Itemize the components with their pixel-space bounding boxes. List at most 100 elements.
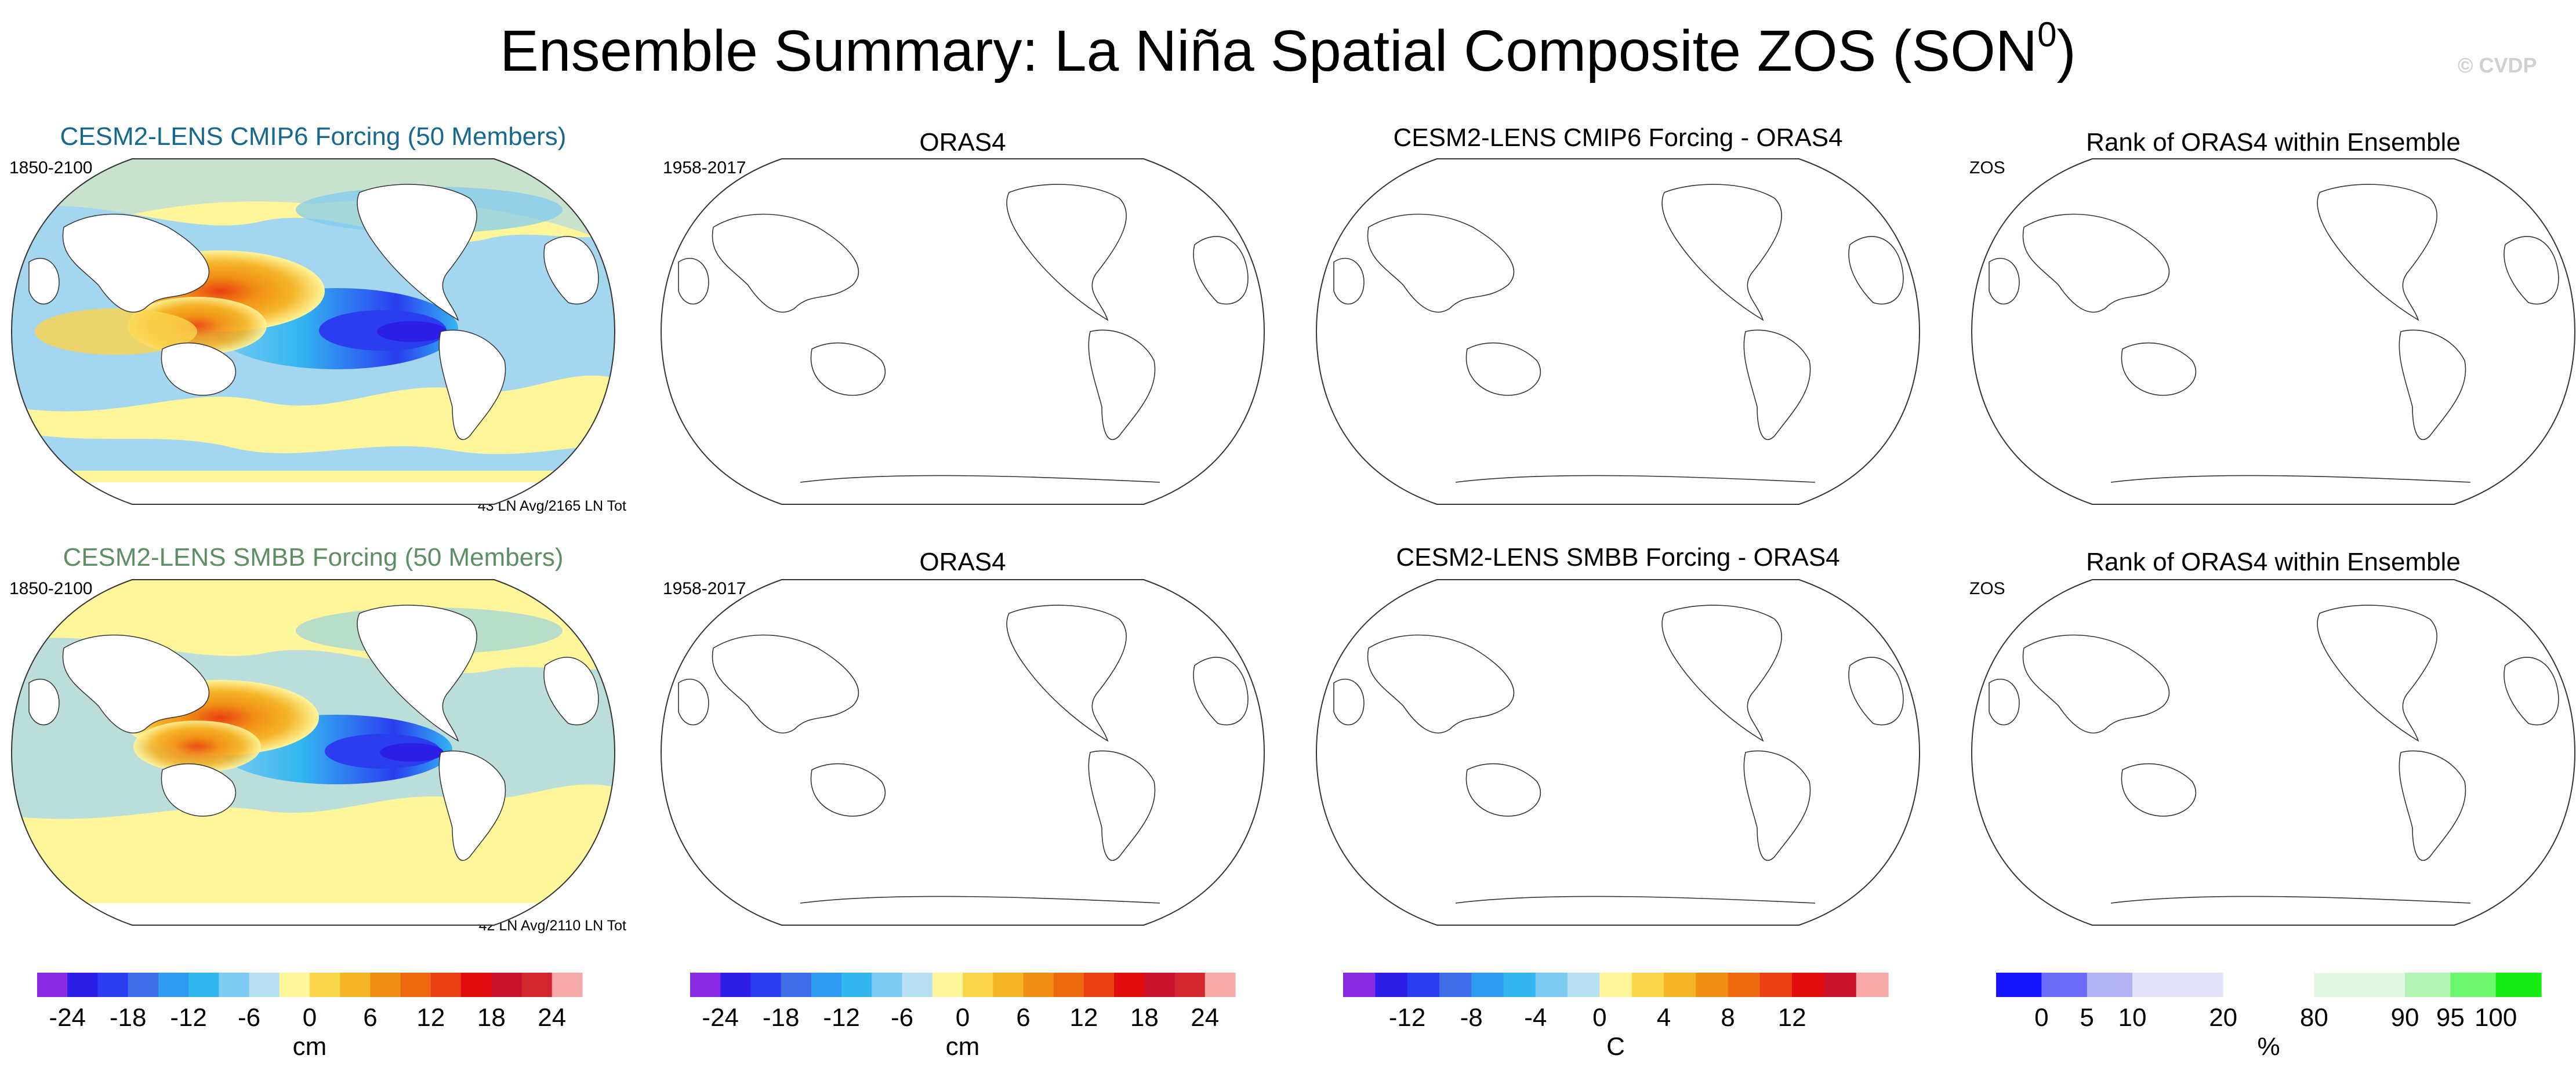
colorbar-1-tick-label: 18	[477, 1003, 506, 1032]
colorbar-3-tick-label: 12	[1778, 1003, 1806, 1032]
colorbar-1-tick-label: 12	[416, 1003, 445, 1032]
colorbar-1-swatch	[279, 973, 310, 997]
colorbar-1-swatch	[340, 973, 371, 997]
colorbar-3-tick-label: -4	[1524, 1003, 1547, 1032]
colorbar-3-tick-label: 4	[1657, 1003, 1671, 1032]
colorbar-2-swatch	[1083, 973, 1115, 997]
colorbar-1-tick-label: 0	[303, 1003, 317, 1032]
colorbar-3-tick-label: -8	[1460, 1003, 1483, 1032]
colorbar-3-swatch	[1343, 973, 1376, 997]
colorbar-3-swatch	[1375, 973, 1408, 997]
colorbar-1-swatch	[521, 973, 553, 997]
colorbar-2-tick-label: 12	[1069, 1003, 1098, 1032]
panel-4-variable: ZOS	[1969, 158, 2005, 177]
panel-1-title: CESM2-LENS CMIP6 Forcing (50 Members)	[60, 122, 567, 151]
colorbar-4-swatch	[2132, 973, 2178, 997]
colorbar-2-swatch	[932, 973, 963, 997]
colorbar-4-tick-label: 80	[2300, 1003, 2328, 1032]
colorbar-2-swatch	[1114, 973, 1145, 997]
map-panel-7	[1315, 579, 1921, 926]
colorbar-2-tick-label: 24	[1191, 1003, 1219, 1032]
colorbar-4-swatch	[1996, 973, 2042, 997]
colorbar-2-swatch	[720, 973, 752, 997]
figure-title-superscript: 0	[2037, 15, 2057, 54]
colorbar-1-swatch	[491, 973, 523, 997]
colorbar-3-tick-label: 0	[1592, 1003, 1606, 1032]
colorbar-3-swatch	[1439, 973, 1472, 997]
panel-3-title: CESM2-LENS CMIP6 Forcing - ORAS4	[1393, 123, 1843, 152]
colorbar-3-swatch	[1568, 973, 1600, 997]
colorbar-2-tick-label: -24	[702, 1003, 739, 1032]
panel-2-period: 1958-2017	[663, 158, 746, 177]
colorbar-4-swatch	[2269, 973, 2314, 997]
colorbar-2-swatch	[993, 973, 1024, 997]
colorbar-1-tick-label: 24	[538, 1003, 566, 1032]
colorbar-1-swatch	[188, 973, 219, 997]
colorbar-1-swatch	[370, 973, 401, 997]
colorbar-2-swatch	[750, 973, 782, 997]
colorbar-1-tick-label: 6	[363, 1003, 377, 1032]
colorbar-3-swatch	[1471, 973, 1504, 997]
colorbar-4-tick-label: 95	[2436, 1003, 2465, 1032]
colorbar-2-swatch	[841, 973, 872, 997]
colorbar-3-swatch	[1631, 973, 1664, 997]
colorbar-3: -12 -8 -4 0 4 8 12 C	[1343, 973, 1889, 1061]
map-panel-6	[660, 579, 1265, 926]
colorbar-4: 0 5 10 20 80 90 95 100%	[1996, 973, 2542, 1061]
map-panel-2	[660, 158, 1265, 505]
colorbar-3-swatch	[1824, 973, 1857, 997]
colorbar-2-swatch	[811, 973, 842, 997]
panel-5-title: CESM2-LENS SMBB Forcing (50 Members)	[63, 543, 564, 572]
colorbar-4-tick-label: 10	[2118, 1003, 2147, 1032]
colorbar-2-swatch	[1174, 973, 1206, 997]
panel-6-period: 1958-2017	[663, 579, 746, 598]
colorbar-3-swatch	[1535, 973, 1568, 997]
colorbar-3-swatch	[1856, 973, 1889, 997]
colorbar-4-swatch	[2178, 973, 2224, 997]
colorbar-1: -24 -18 -12 -6 0 6 12 18 24 cm	[37, 973, 583, 1061]
colorbar-3-tick-label: 8	[1721, 1003, 1735, 1032]
map-panel-4	[1971, 158, 2576, 505]
colorbar-2-swatch	[781, 973, 812, 997]
figure-title-text: Ensemble Summary: La Niña Spatial Compos…	[500, 19, 2038, 83]
colorbar-1-swatch	[249, 973, 280, 997]
panel-8-title: Rank of ORAS4 within Ensemble	[2086, 548, 2461, 576]
colorbar-1-tick-label: -24	[49, 1003, 86, 1032]
colorbar-1-swatch	[97, 973, 129, 997]
colorbar-3-swatch	[1599, 973, 1632, 997]
colorbar-1-swatch	[310, 973, 340, 997]
colorbar-3-tick-label: -12	[1389, 1003, 1426, 1032]
colorbar-4-swatch	[2314, 973, 2360, 997]
map-panel-5	[10, 579, 616, 926]
colorbar-2-swatch	[963, 973, 993, 997]
map-panel-1	[10, 158, 616, 505]
colorbar-4-swatch	[2495, 973, 2542, 997]
colorbar-4-swatch	[2405, 973, 2451, 997]
colorbar-2-swatch	[1204, 973, 1236, 997]
panel-6-title: ORAS4	[919, 548, 1006, 576]
colorbar-2-unit-label: cm	[946, 1032, 980, 1061]
colorbar-4-tick-label: 100	[2475, 1003, 2517, 1032]
colorbar-1-swatch	[67, 973, 99, 997]
colorbar-4-swatch	[2087, 973, 2133, 997]
panel-4-title: Rank of ORAS4 within Ensemble	[2086, 128, 2461, 157]
colorbar-4-swatch	[2041, 973, 2088, 997]
colorbar-3-swatch	[1792, 973, 1825, 997]
colorbar-4-swatch	[2450, 973, 2497, 997]
cvdp-watermark: © CVDP	[2458, 53, 2537, 77]
colorbar-2-swatch	[872, 973, 903, 997]
colorbar-1-swatch	[430, 973, 462, 997]
colorbar-2-tick-label: -12	[823, 1003, 860, 1032]
colorbar-2-swatch	[902, 973, 933, 997]
colorbar-1-swatch	[552, 973, 583, 997]
colorbar-1-unit-label: cm	[293, 1032, 327, 1061]
colorbar-2-tick-label: -6	[891, 1003, 913, 1032]
colorbar-3-unit-label: C	[1606, 1032, 1625, 1061]
colorbar-2-swatch	[1023, 973, 1054, 997]
colorbar-4-tick-label: 20	[2209, 1003, 2237, 1032]
colorbar-3-swatch	[1663, 973, 1696, 997]
colorbar-4-tick-label: 90	[2391, 1003, 2419, 1032]
colorbar-1-swatch	[461, 973, 492, 997]
colorbar-1-tick-label: -12	[170, 1003, 207, 1032]
colorbar-4-tick-label: 5	[2080, 1003, 2094, 1032]
